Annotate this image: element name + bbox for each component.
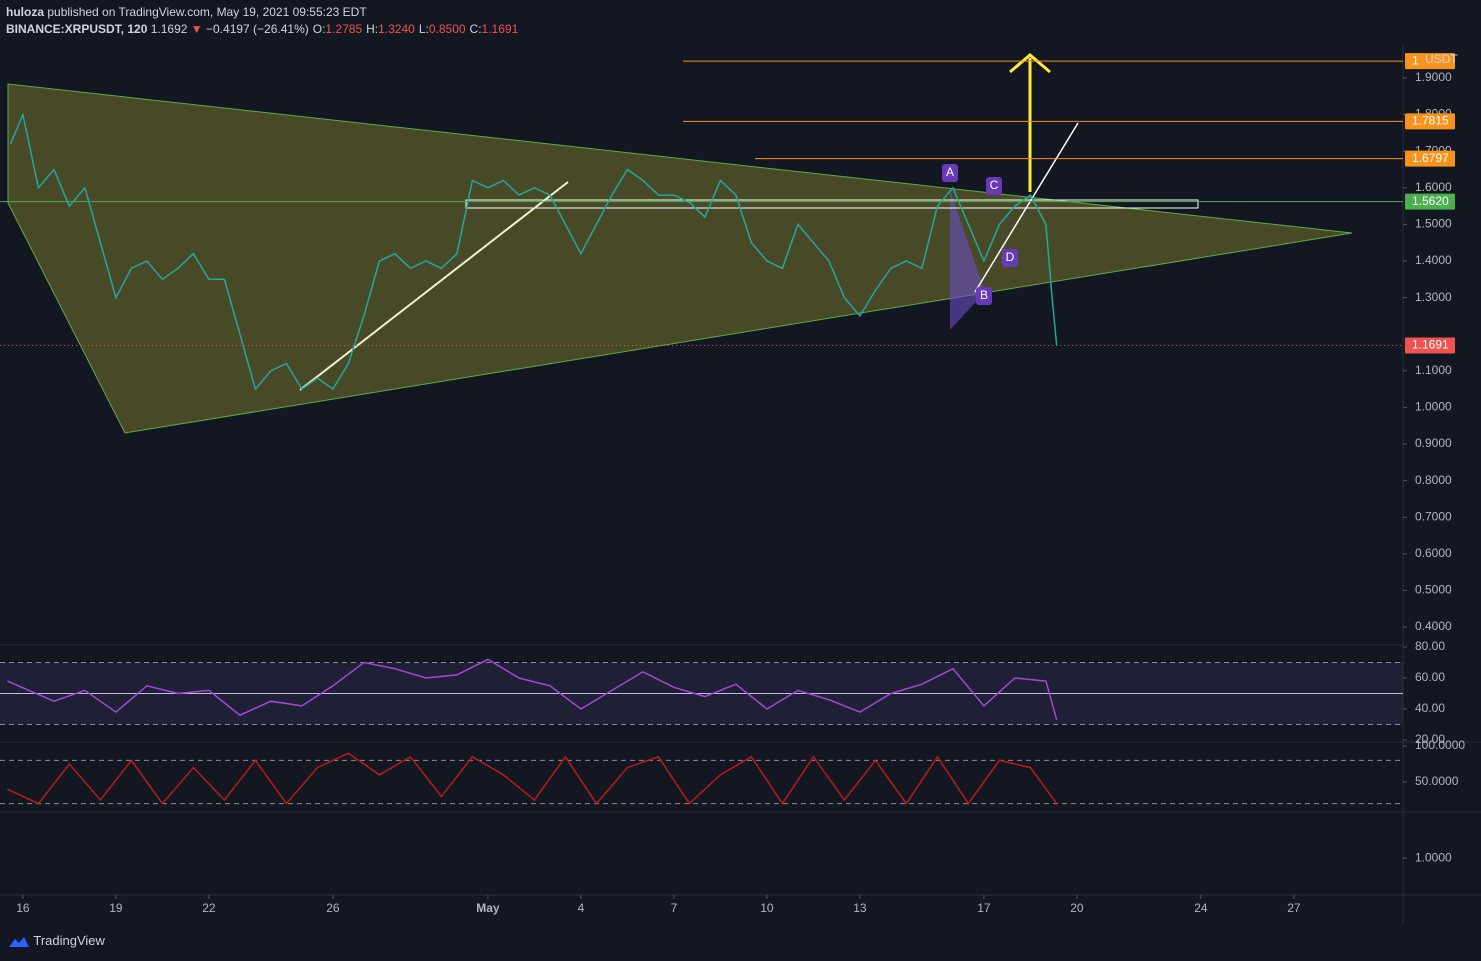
ohlc-key: O: (312, 22, 326, 36)
y-tick-label: 40.00 (1415, 701, 1445, 715)
x-tick-label: 22 (202, 901, 216, 915)
y-tick-label: 0.7000 (1415, 509, 1452, 523)
price-tag-label: 1.5620 (1412, 194, 1449, 208)
x-tick-label: 13 (853, 901, 867, 915)
x-tick-label: 17 (977, 901, 991, 915)
price-tag (1405, 337, 1455, 354)
symbol: BINANCE:XRPUSDT, 120 (6, 22, 148, 36)
brand: TradingView (33, 933, 105, 948)
y-tick-label: 1.0000 (1415, 400, 1452, 414)
price-tag-label: 1 (1412, 53, 1419, 67)
x-tick-label: 19 (109, 901, 123, 915)
ohlc-value: 0.8500 (428, 22, 466, 36)
y-tick-label: 0.4000 (1415, 619, 1452, 633)
y-tick-label: 20.00 (1415, 732, 1445, 746)
last-price: 1.1692 (150, 22, 188, 36)
x-tick-label: 24 (1194, 901, 1208, 915)
ohlc-value: 1.2785 (325, 22, 363, 36)
x-tick-label: 26 (326, 901, 340, 915)
pattern-tag (1002, 249, 1018, 267)
price-tag-label: 1.1691 (1412, 338, 1449, 352)
y-tick-label: 1.0000 (1415, 850, 1452, 864)
ohlc-key: L: (418, 22, 429, 36)
y-tick-label: 60.00 (1415, 670, 1445, 684)
x-tick-label: 10 (760, 901, 774, 915)
change: −0.4197 (−26.41%) (206, 22, 309, 36)
pattern-tag (942, 164, 958, 182)
y-tick-label: 1.4000 (1415, 253, 1452, 267)
author: huloza (6, 5, 44, 19)
y-tick-label: 0.9000 (1415, 436, 1452, 450)
footer: TradingView (8, 933, 105, 949)
y-tick-label: 50.0000 (1415, 774, 1459, 788)
pattern-tag (976, 287, 992, 305)
change-arrow: ▼ (190, 22, 203, 36)
pattern-label: A (946, 165, 954, 179)
currency-label: USDT (1425, 52, 1458, 66)
series-line (9, 112, 1058, 391)
y-tick-label: 1.1000 (1415, 363, 1452, 377)
pattern-label: C (990, 178, 999, 192)
ohlc-key: C: (469, 22, 482, 36)
pattern-label: B (980, 288, 988, 302)
x-tick-label: 7 (671, 901, 678, 915)
y-tick-label: 1.6000 (1415, 180, 1452, 194)
ohlc-key: H: (366, 22, 379, 36)
trend-line (974, 122, 1079, 293)
header: huloza published on TradingView.com, May… (6, 4, 518, 38)
pattern-tag (986, 177, 1002, 195)
y-tick-label: 0.6000 (1415, 546, 1452, 560)
series-line (7, 658, 1058, 721)
y-tick-label: 0.8000 (1415, 473, 1452, 487)
x-tick-label: 20 (1070, 901, 1084, 915)
logo (9, 936, 29, 947)
target-arrow-head (1009, 53, 1051, 74)
price-tag (1405, 113, 1455, 130)
x-tick-label: May (476, 901, 500, 915)
pattern-label: D (1006, 250, 1015, 264)
resistance-box (465, 199, 1199, 209)
publish-line: huloza published on TradingView.com, May… (6, 4, 518, 21)
price-tag (1405, 53, 1455, 70)
ohlc-value: 1.1691 (481, 22, 519, 36)
ohlc-value: 1.3240 (378, 22, 415, 36)
y-tick-label: 1.3000 (1415, 290, 1452, 304)
y-tick-label: 80.00 (1415, 639, 1445, 653)
y-tick-label: 1.5000 (1415, 217, 1452, 231)
price-tag (1405, 150, 1455, 167)
price-tag-label: 1.7815 (1412, 113, 1449, 127)
trend-line (299, 181, 569, 391)
symbol-line: BINANCE:XRPUSDT, 120 1.1692 ▼ −0.4197 (−… (6, 21, 518, 38)
series-line (7, 752, 1058, 805)
price-tag-label: 1.6797 (1412, 151, 1449, 165)
y-tick-label: 100.0000 (1415, 738, 1465, 752)
x-tick-label: 4 (578, 901, 585, 915)
x-tick-label: 27 (1287, 901, 1301, 915)
x-tick-label: 16 (16, 901, 30, 915)
price-tag (1405, 193, 1455, 210)
y-tick-label: 0.5000 (1415, 583, 1452, 597)
published: published on TradingView.com, May 19, 20… (47, 5, 367, 19)
y-tick-label: 1.9000 (1415, 70, 1452, 84)
